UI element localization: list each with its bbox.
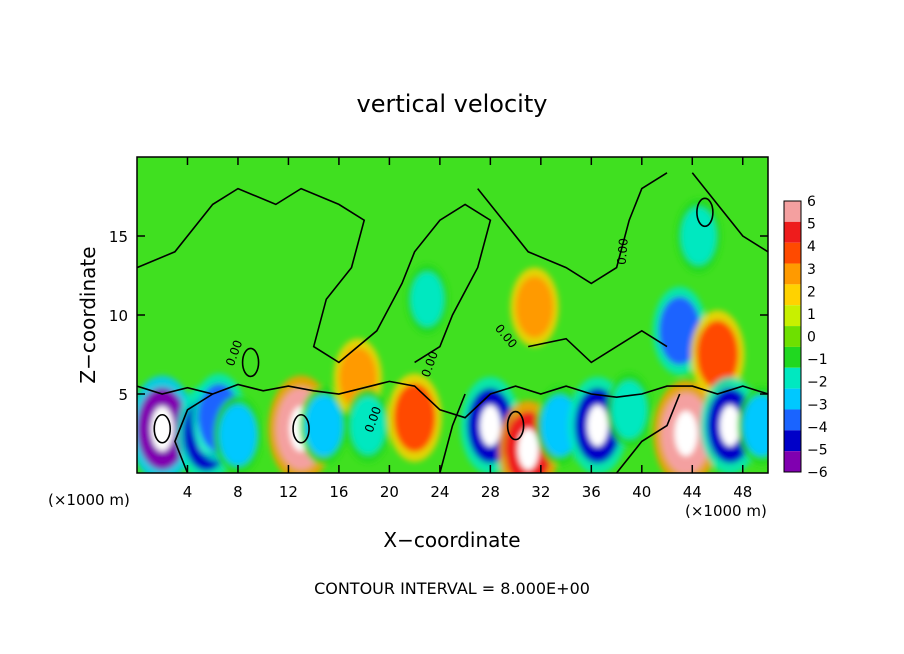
y-tick-label: 15 [109, 228, 128, 246]
colorbar-swatch [784, 221, 801, 243]
heatmap-cell [393, 383, 436, 452]
colorbar-swatch [784, 346, 801, 368]
zero-contour-line [137, 187, 492, 364]
colorbar-label: −4 [807, 420, 828, 436]
colorbar-label: 3 [807, 262, 816, 278]
contour-label: 0.00 [615, 238, 631, 266]
colorbar-swatch [784, 409, 801, 431]
colorbar-label: 5 [807, 217, 816, 233]
x-unit-right: (×1000 m) [685, 502, 767, 520]
contour-interval-footer: CONTOUR INTERVAL = 8.000E+00 [314, 579, 590, 598]
zero-contour-line [615, 393, 681, 473]
colorbar-label: −2 [807, 375, 828, 391]
heatmap-cell [219, 404, 257, 466]
heatmap-cell-core [719, 404, 741, 447]
x-tick-label: 8 [233, 483, 243, 501]
x-tick-label: 40 [632, 483, 651, 501]
colorbar-swatch [784, 305, 801, 327]
x-tick-label: 44 [683, 483, 702, 501]
heatmap-cell [515, 276, 554, 338]
heatmap-cell-core [674, 410, 698, 457]
colorbar-label: 0 [807, 330, 816, 346]
colorbar-swatch [784, 451, 801, 472]
x-unit-left: (×1000 m) [48, 491, 130, 509]
zero-contour-line [439, 393, 466, 473]
zero-contour-line [137, 380, 768, 419]
y-tick-label: 5 [118, 386, 128, 404]
x-tick-label: 12 [279, 483, 298, 501]
heatmap-cell [658, 296, 701, 365]
colorbar-label: 2 [807, 284, 816, 300]
x-tick-label: 36 [582, 483, 601, 501]
heatmap-cell [410, 272, 444, 327]
colorbar: 6 5 4 3 2 1 0 −1 −2 −3 −4 −5 −6 [783, 194, 828, 481]
zero-contour-line [691, 172, 768, 253]
colorbar-label: 6 [807, 194, 816, 210]
heatmap-cell [611, 381, 647, 439]
colorbar-swatch [784, 388, 801, 410]
colorbar-frame [783, 200, 802, 473]
x-axis-label: X−coordinate [383, 528, 520, 552]
colorbar-label: −1 [807, 352, 828, 368]
heatmap-cell [350, 396, 386, 455]
zero-contour-line [528, 329, 668, 364]
colorbar-swatch [784, 430, 801, 452]
x-tick-label: 24 [430, 483, 449, 501]
closed-contour [506, 410, 525, 441]
colorbar-label: 4 [807, 239, 816, 255]
plot-area [137, 157, 768, 473]
y-tick-label: 10 [109, 307, 128, 325]
colorbar-label: −6 [807, 465, 828, 481]
colorbar-label: −5 [807, 442, 828, 458]
x-tick-label: 20 [380, 483, 399, 501]
x-tick-label: 32 [531, 483, 550, 501]
x-tick-label: 16 [329, 483, 348, 501]
zero-contour-line [174, 393, 214, 473]
closed-contour [153, 413, 172, 444]
x-tick-label: 28 [481, 483, 500, 501]
zero-contour-line [477, 172, 668, 285]
heatmap-cell [681, 207, 717, 265]
closed-contour [292, 413, 310, 444]
colorbar-swatch [784, 201, 801, 222]
heatmap-cell [696, 320, 739, 389]
heatmap-cell [743, 395, 768, 457]
heatmap-cell-core [517, 428, 539, 470]
colorbar-swatch [784, 326, 801, 347]
heatmap-cell [541, 395, 579, 457]
heatmap-cell-core [587, 404, 608, 447]
closed-contour [241, 347, 260, 378]
colorbar-swatch [784, 242, 801, 264]
closed-contour [696, 197, 714, 228]
colorbar-label: −3 [807, 397, 828, 413]
colorbar-swatch [784, 284, 801, 306]
colorbar-swatch [784, 263, 801, 285]
colorbar-label: 1 [807, 307, 816, 323]
x-tick-label: 48 [733, 483, 752, 501]
x-tick-label: 4 [183, 483, 193, 501]
y-axis-label: Z−coordinate [76, 246, 100, 383]
colorbar-swatch [784, 367, 801, 389]
heatmap-cell-core [480, 404, 501, 447]
heatmap-cell [305, 395, 343, 457]
chart-title: vertical velocity [357, 90, 548, 118]
